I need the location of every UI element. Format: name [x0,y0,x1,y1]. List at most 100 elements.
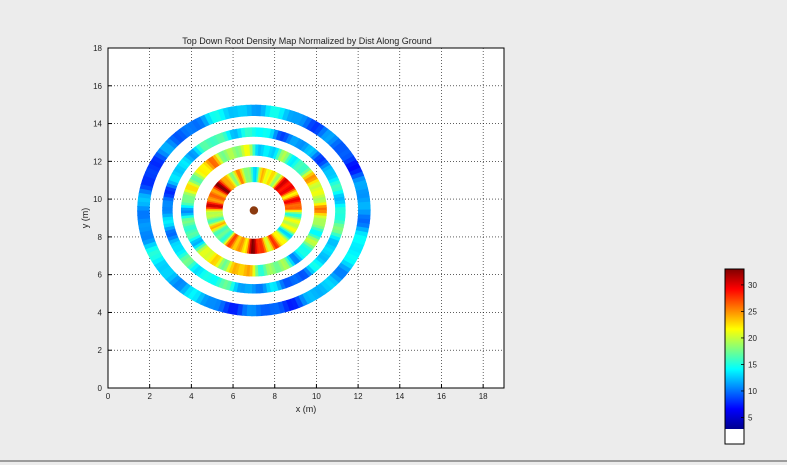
ring-cell [299,141,310,152]
ring-cell [228,234,239,249]
ring-cell [290,252,301,264]
y-tick-label: 12 [93,157,102,166]
ring-cell [276,149,285,161]
ring-cell [137,201,151,208]
y-tick-label: 0 [98,384,103,393]
ring-cell [322,131,336,143]
ring-cell [272,261,280,274]
ring-cell [297,270,307,281]
ring-cell [272,281,280,292]
ring-cell [222,260,231,272]
ring-cell [337,147,352,159]
ring-cell [211,275,220,286]
ring-cell [302,291,314,305]
ring-cell [207,217,225,224]
ring-cell [263,169,271,184]
ring-cell [268,234,279,249]
ring-cell [188,178,201,187]
ring-cell [224,233,237,247]
ring-cell [251,304,258,317]
ring-cell [277,181,292,193]
ring-cell [305,118,317,131]
ring-cell [194,242,207,252]
ring-cell [203,112,214,126]
ring-cell [302,143,313,154]
ring-cell [215,227,230,238]
ring-cell [254,144,259,156]
ring-cell [326,172,338,181]
ring-cell [254,127,260,137]
x-tick-label: 0 [106,392,111,401]
ring-cell [305,264,316,275]
ring-cell [272,175,285,189]
ring-cell [153,151,168,163]
ring-cell [265,170,275,185]
ring-cell [284,214,302,220]
ring-cell [178,126,191,139]
colorbar-base [725,429,744,444]
ring-cell [282,219,300,227]
ring-cell [205,251,216,262]
ring-cell [255,104,262,117]
ring-cell [183,188,197,196]
ring-cell [316,125,329,138]
ring-cell [264,169,273,185]
ring-cell [208,218,225,226]
ring-cell [285,154,296,166]
ring-cell [206,203,224,208]
x-tick-label: 2 [147,392,152,401]
ring-cell [171,131,185,144]
ring-cell [156,262,171,274]
ring-cell [319,128,332,141]
ring-cell [189,263,201,273]
ring-cell [262,237,270,253]
ring-cell [232,128,239,139]
ring-cell [329,234,341,242]
ring-cell [302,171,315,181]
ring-cell [262,264,269,276]
ring-cell [330,231,342,238]
ring-cell [340,151,354,162]
ring-cell [270,233,282,248]
ring-cell [182,194,196,200]
ring-cell [197,142,208,153]
ring-cell [260,264,266,277]
ring-cell [188,234,202,243]
ring-cell [268,171,278,186]
axes-background [108,48,504,388]
ring-cell [224,130,233,141]
ring-cell [267,263,275,275]
ring-cell [312,193,326,200]
y-tick-label: 14 [93,120,102,129]
ring-cell [208,219,225,227]
ring-cell [206,215,224,220]
ring-cell [287,134,297,146]
x-tick-label: 18 [479,392,488,401]
ring-cell [164,225,176,232]
ring-cell [199,294,211,307]
ring-cell [307,148,319,158]
ring-cell [244,283,250,294]
ring-cell [284,212,302,216]
ring-cell [272,147,280,160]
ring-cell [251,144,256,156]
ring-cell [293,160,305,172]
ring-cell [218,278,227,289]
ring-cell [167,179,179,187]
density-ring-2 [180,144,327,277]
ring-cell [306,178,320,187]
ring-cell [274,260,283,273]
ring-cell [239,145,246,157]
ring-cell [281,189,297,198]
ring-cell [181,196,195,202]
ring-cell [214,133,223,145]
ring-cell [314,212,327,216]
ring-cell [284,202,302,207]
ring-cell [308,262,319,273]
y-axis-label: y (m) [80,208,90,229]
ring-cell [251,284,257,294]
ring-cell [244,167,250,183]
ring-cell [275,179,289,192]
ring-cell [206,201,224,206]
